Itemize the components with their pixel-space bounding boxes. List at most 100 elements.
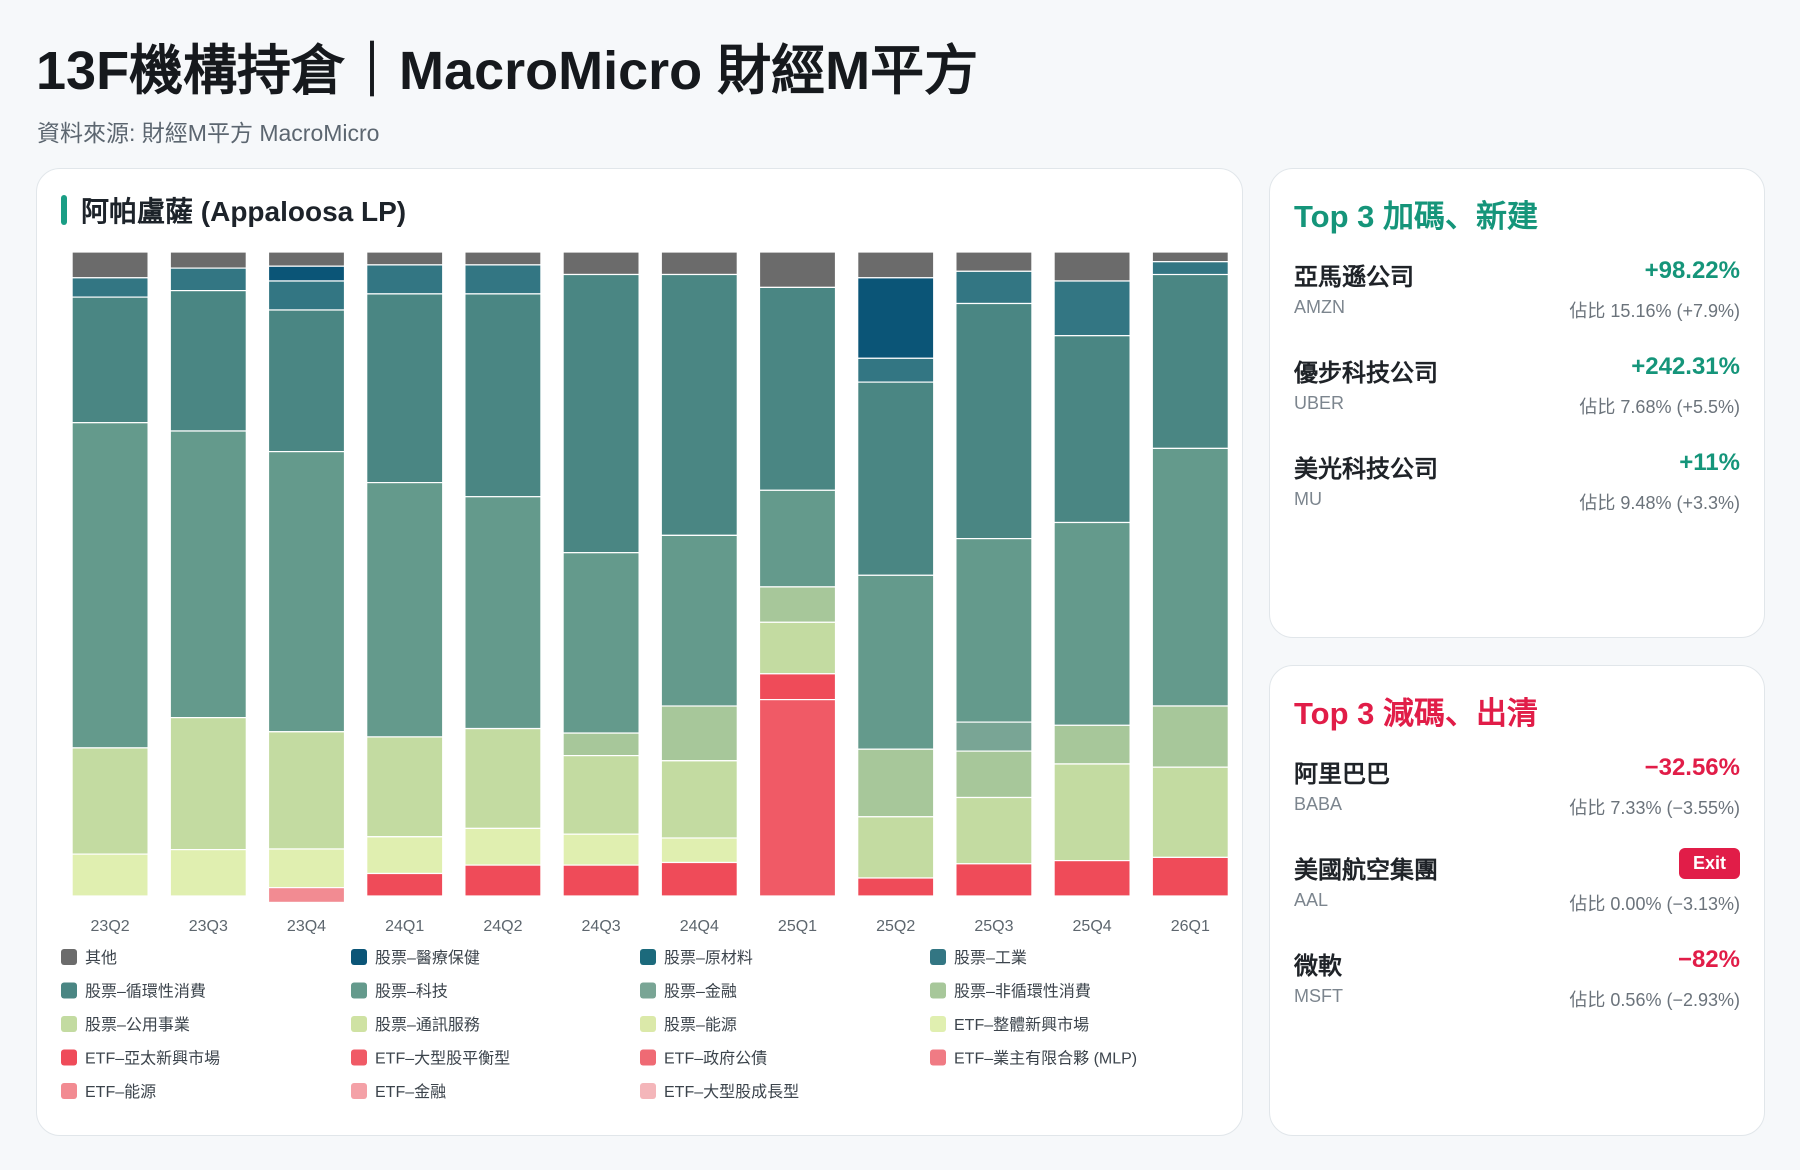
bar-segment-24Q4-4[interactable]: [660, 273, 738, 536]
stock-row-uber[interactable]: 優步科技公司 UBER +242.31% 佔比 7.68% (+5.5%): [1294, 353, 1740, 425]
bar-segment-26Q1-7[interactable]: [1151, 705, 1229, 768]
bar-segment-23Q3-4[interactable]: [169, 289, 247, 432]
bar-segment-24Q4-12[interactable]: [660, 861, 738, 897]
bar-segment-25Q2-3[interactable]: [857, 357, 935, 383]
bar-segment-25Q1-12[interactable]: [758, 673, 837, 701]
bar-segment-24Q3-5[interactable]: [562, 552, 640, 734]
bar-segment-25Q3-3[interactable]: [955, 270, 1033, 305]
stock-row-amzn[interactable]: 亞馬遜公司 AMZN +98.22% 佔比 15.16% (+7.9%): [1294, 257, 1740, 329]
legend-item[interactable]: 股票–通訊服務: [351, 1016, 480, 1034]
bar-segment-23Q3-3[interactable]: [169, 267, 247, 292]
legend-item[interactable]: 股票–原材料: [640, 949, 753, 967]
bar-segment-24Q1-0[interactable]: [366, 251, 444, 266]
bar-segment-25Q4-5[interactable]: [1053, 521, 1131, 726]
bar-segment-23Q2-11[interactable]: [71, 853, 149, 897]
stock-row-aal[interactable]: 美國航空集團 AAL Exit 佔比 0.00% (−3.13%): [1294, 848, 1740, 922]
legend-item[interactable]: 股票–醫療保健: [351, 949, 480, 967]
legend-item[interactable]: ETF–大型股平衡型: [351, 1049, 510, 1068]
bar-segment-24Q3-8[interactable]: [562, 754, 640, 835]
bar-segment-25Q1-5[interactable]: [758, 489, 837, 588]
stock-row-mu[interactable]: 美光科技公司 MU +11% 佔比 9.48% (+3.3%): [1294, 449, 1740, 521]
bar-segment-26Q1-4[interactable]: [1151, 273, 1229, 449]
legend-item[interactable]: 其他: [61, 949, 117, 967]
bar-segment-23Q2-3[interactable]: [71, 277, 149, 298]
bar-segment-25Q3-5[interactable]: [955, 538, 1033, 723]
bar-segment-23Q2-4[interactable]: [71, 296, 149, 424]
legend-item[interactable]: ETF–業主有限合夥 (MLP): [930, 1049, 1137, 1068]
bar-segment-24Q2-8[interactable]: [464, 727, 542, 829]
bar-segment-25Q2-12[interactable]: [857, 877, 935, 897]
bar-segment-25Q2-7[interactable]: [857, 748, 935, 818]
bar-segment-25Q2-0[interactable]: [857, 251, 935, 279]
legend-item[interactable]: ETF–亞太新興市場: [61, 1049, 220, 1068]
bar-segment-23Q2-0[interactable]: [71, 251, 149, 279]
bar-segment-25Q2-8[interactable]: [857, 816, 935, 879]
stock-row-msft[interactable]: 微軟 MSFT −82% 佔比 0.56% (−2.93%): [1294, 946, 1740, 1018]
bar-segment-23Q3-8[interactable]: [169, 716, 247, 851]
bar-segment-24Q1-4[interactable]: [366, 293, 444, 484]
bar-segment-24Q1-12[interactable]: [366, 872, 444, 897]
bar-segment-25Q4-0[interactable]: [1053, 251, 1131, 282]
bar-segment-24Q2-11[interactable]: [464, 827, 542, 866]
bar-segment-25Q4-3[interactable]: [1053, 280, 1131, 337]
bar-segment-25Q1-0[interactable]: [758, 251, 837, 289]
bar-segment-24Q4-7[interactable]: [660, 705, 738, 762]
bar-segment-25Q4-4[interactable]: [1053, 335, 1131, 524]
bar-segment-23Q3-0[interactable]: [169, 251, 247, 269]
bar-segment-23Q4-0[interactable]: [267, 251, 346, 267]
bar-segment-24Q4-0[interactable]: [660, 251, 738, 276]
bar-segment-24Q3-11[interactable]: [562, 833, 640, 866]
bar-segment-24Q2-0[interactable]: [464, 251, 542, 266]
bar-segment-23Q3-11[interactable]: [169, 848, 247, 897]
legend-item[interactable]: 股票–能源: [640, 1016, 737, 1034]
bar-segment-26Q1-0[interactable]: [1151, 251, 1229, 263]
bar-segment-23Q2-8[interactable]: [71, 747, 149, 855]
legend-item[interactable]: 股票–工業: [930, 949, 1027, 967]
legend-item[interactable]: ETF–整體新興市場: [930, 1016, 1089, 1034]
bar-segment-23Q4-4[interactable]: [267, 309, 346, 453]
bar-segment-24Q2-4[interactable]: [464, 293, 542, 498]
bar-segment-23Q3-5[interactable]: [169, 430, 247, 719]
bar-segment-25Q1-8[interactable]: [758, 621, 837, 675]
bar-segment-25Q1-7[interactable]: [758, 586, 837, 623]
bar-segment-24Q2-12[interactable]: [464, 864, 542, 897]
bar-segment-26Q1-8[interactable]: [1151, 766, 1229, 859]
bar-segment-23Q4-16[interactable]: [267, 886, 346, 903]
legend-item[interactable]: 股票–金融: [640, 982, 737, 1001]
bar-segment-23Q4-5[interactable]: [267, 451, 346, 733]
bar-segment-25Q3-8[interactable]: [955, 796, 1033, 865]
legend-item[interactable]: 股票–非循環性消費: [930, 982, 1091, 1001]
bar-segment-24Q1-5[interactable]: [366, 482, 444, 738]
bar-segment-25Q2-1[interactable]: [857, 277, 935, 359]
legend-item[interactable]: 股票–科技: [351, 982, 448, 1001]
legend-item[interactable]: ETF–能源: [61, 1083, 156, 1101]
bar-segment-24Q1-11[interactable]: [366, 836, 444, 875]
bar-segment-24Q1-3[interactable]: [366, 264, 444, 295]
bar-segment-26Q1-3[interactable]: [1151, 261, 1229, 276]
bar-segment-25Q3-0[interactable]: [955, 251, 1033, 272]
bar-segment-24Q3-0[interactable]: [562, 251, 640, 276]
stock-row-baba[interactable]: 阿里巴巴 BABA −32.56% 佔比 7.33% (−3.55%): [1294, 754, 1740, 826]
bar-segment-24Q2-3[interactable]: [464, 264, 542, 295]
bar-segment-26Q1-5[interactable]: [1151, 447, 1229, 707]
bar-segment-24Q3-12[interactable]: [562, 864, 640, 897]
legend-item[interactable]: ETF–金融: [351, 1083, 446, 1101]
bar-segment-23Q2-5[interactable]: [71, 422, 149, 749]
legend-item[interactable]: ETF–政府公債: [640, 1049, 767, 1068]
bar-segment-25Q4-7[interactable]: [1053, 724, 1131, 765]
bar-segment-25Q2-5[interactable]: [857, 574, 935, 750]
bar-segment-24Q4-8[interactable]: [660, 760, 738, 839]
bar-segment-25Q3-4[interactable]: [955, 302, 1033, 540]
bar-segment-25Q1-13[interactable]: [758, 698, 837, 897]
bar-segment-25Q4-8[interactable]: [1053, 763, 1131, 862]
bar-segment-24Q3-4[interactable]: [562, 273, 640, 554]
bar-segment-23Q4-8[interactable]: [267, 731, 346, 850]
bar-segment-24Q4-5[interactable]: [660, 534, 738, 707]
bar-segment-23Q4-3[interactable]: [267, 280, 346, 311]
bar-segment-24Q1-8[interactable]: [366, 736, 444, 838]
bar-segment-24Q4-11[interactable]: [660, 837, 738, 864]
bar-segment-25Q3-7[interactable]: [955, 750, 1033, 799]
bar-segment-25Q1-4[interactable]: [758, 286, 837, 491]
bar-segment-23Q4-11[interactable]: [267, 848, 346, 889]
bar-segment-23Q4-1[interactable]: [267, 265, 346, 282]
